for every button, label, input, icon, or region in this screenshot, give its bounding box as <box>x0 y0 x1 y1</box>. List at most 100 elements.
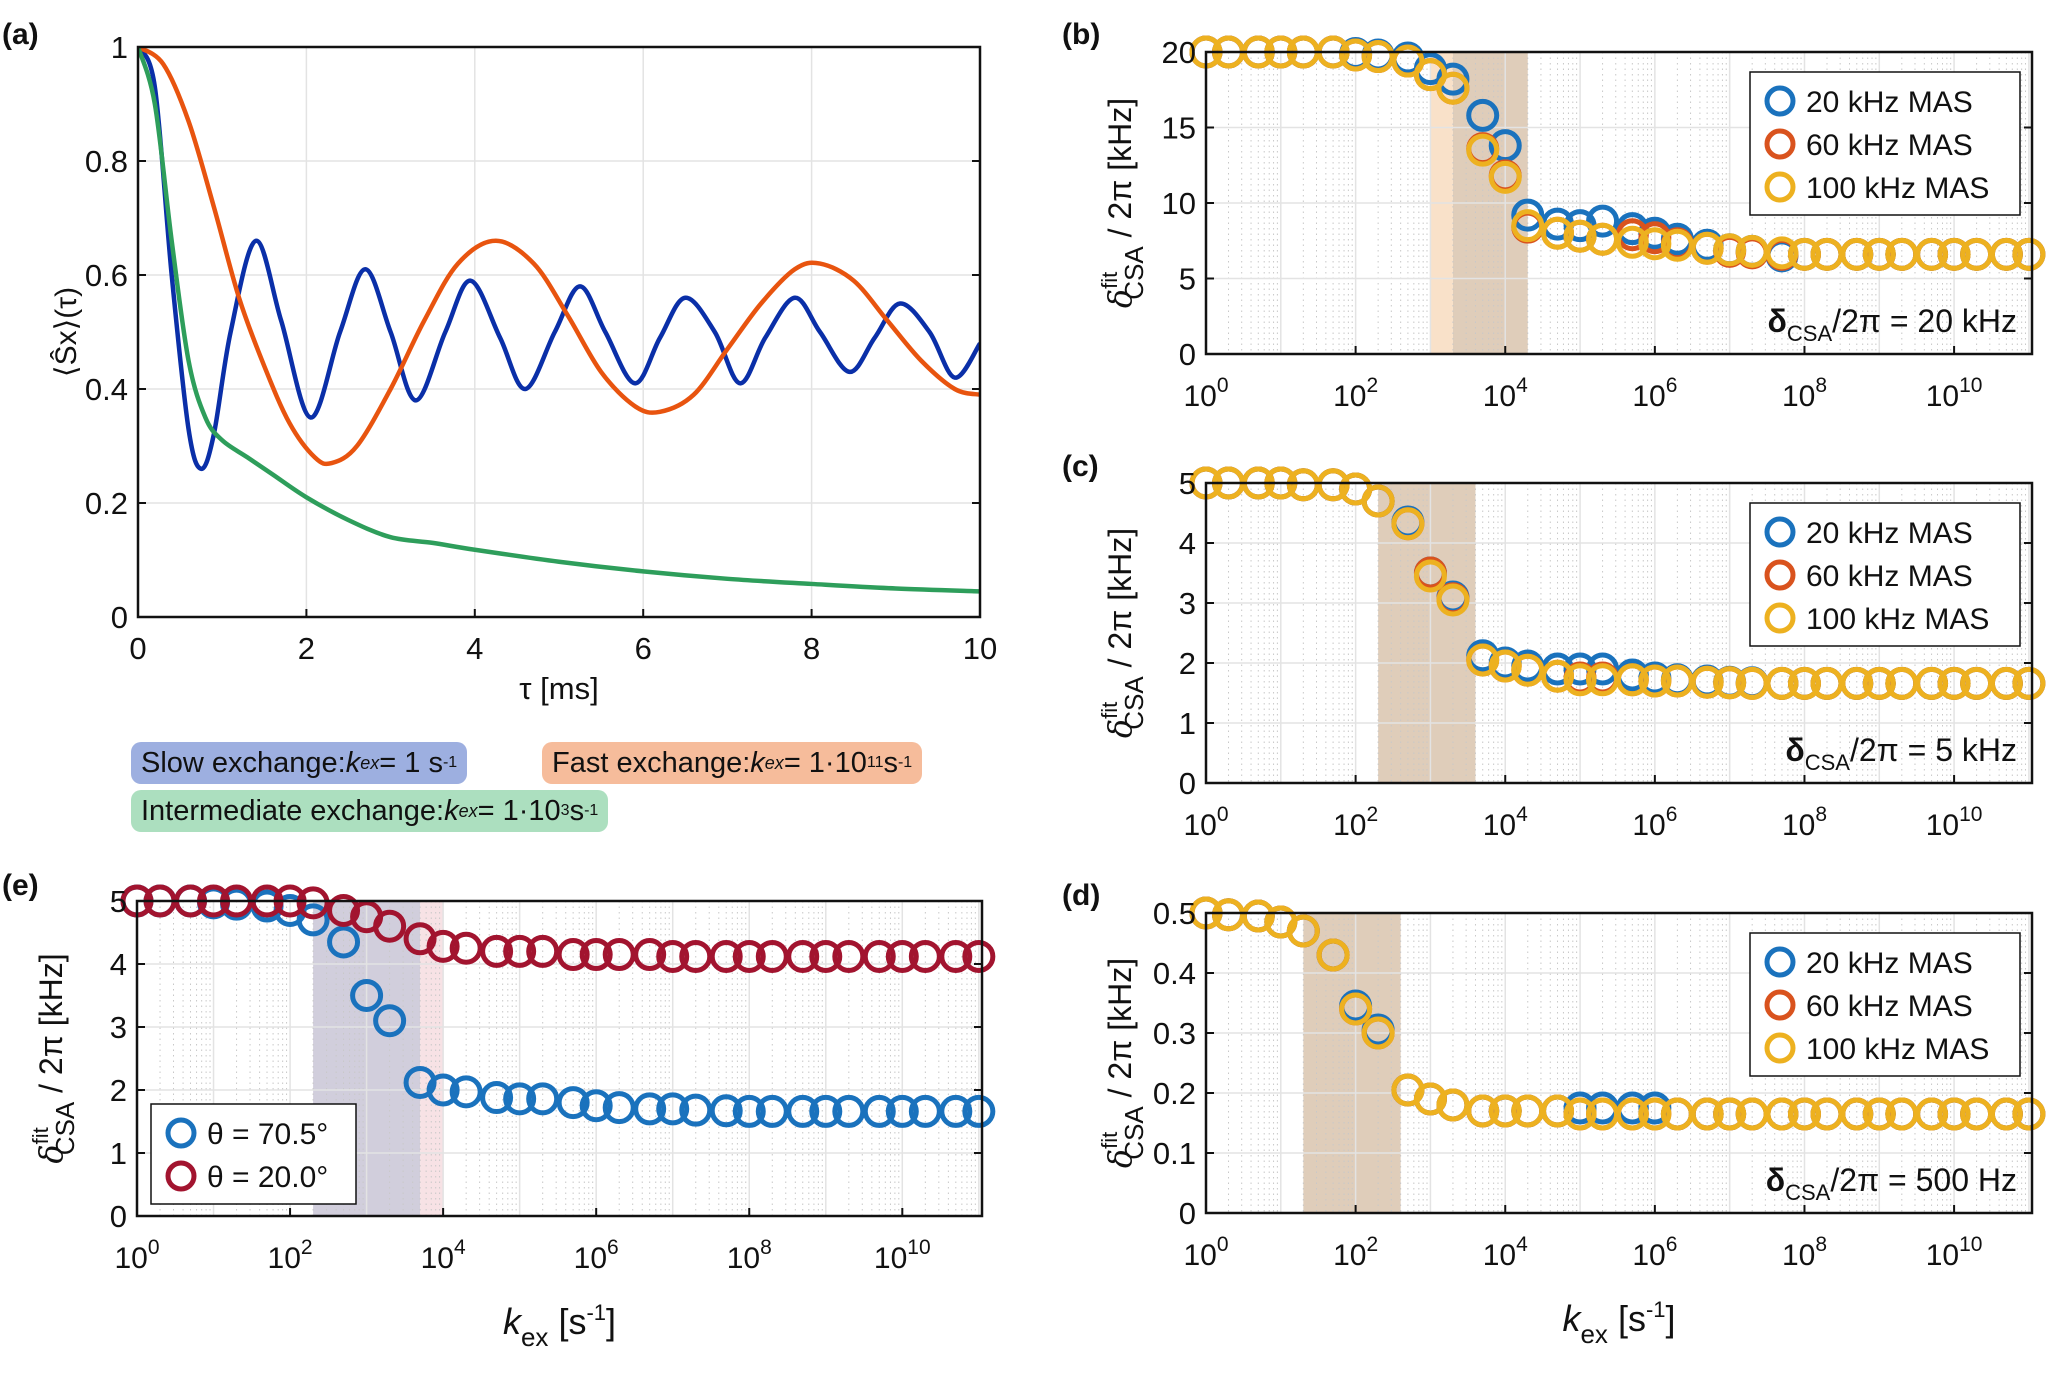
plot-area <box>138 47 980 617</box>
data-point <box>1690 231 1724 265</box>
legend-marker <box>1764 128 1796 160</box>
panel-label-d: (d) <box>1062 879 1100 912</box>
data-point <box>526 1082 560 1116</box>
data-point <box>1466 98 1500 132</box>
data-point <box>786 939 820 973</box>
data-point <box>939 939 973 973</box>
data-point <box>1541 216 1575 250</box>
data-point <box>962 939 996 973</box>
series-line-fast-exchange <box>138 47 980 467</box>
y-tick-label: 0 <box>1179 1196 1196 1231</box>
axes-frame <box>136 45 982 619</box>
data-point <box>1615 1097 1649 1131</box>
x-tick-label: 108 <box>1782 1233 1827 1272</box>
data-point <box>1937 666 1971 700</box>
data-point <box>786 1094 820 1128</box>
legend-entry: θ = 70.5° <box>207 1118 328 1151</box>
data-point <box>579 1089 613 1123</box>
legend-intermediate-k: k <box>444 794 459 827</box>
data-point <box>709 939 743 973</box>
legend-marker <box>1764 516 1796 548</box>
legend-marker <box>1764 1032 1796 1064</box>
data-point <box>1989 1097 2023 1131</box>
x-tick-label: 108 <box>1782 803 1827 842</box>
legend-entry: θ = 20.0° <box>207 1161 328 1194</box>
legend-marker <box>1764 602 1796 634</box>
x-tick-label: 102 <box>1333 803 1378 842</box>
chart-panel-c: 100 102 104 106 108 1010 0 1 2 3 4 5 δfitCSA / 2π [k… <box>1097 466 2046 842</box>
annotation-delta-csa: δCSA/2π = 5 kHz <box>1785 732 2017 775</box>
x-tick-label: 0 <box>129 631 146 666</box>
data-point <box>1541 659 1575 693</box>
x-axis-label: kex [s-1] <box>1562 1297 1675 1349</box>
x-tick-label: 1010 <box>874 1236 931 1275</box>
y-axis-label: δfitCSA / 2π [kHz] <box>28 953 80 1163</box>
panel-label-b: (b) <box>1062 18 1100 51</box>
x-tick-label: 106 <box>1632 1233 1677 1272</box>
legend-intermediate-ksub: ex <box>458 800 478 821</box>
y-tick-label: 0.4 <box>1153 956 1196 991</box>
legend-marker <box>1764 85 1796 117</box>
legend-entry: 20 kHz MAS <box>1806 947 1973 980</box>
data-point <box>1541 1094 1575 1128</box>
y-tick-label: 0 <box>1179 337 1196 372</box>
data-point <box>556 1086 590 1120</box>
legend-slow-unit-exp: -1 <box>442 754 458 771</box>
data-point <box>1436 71 1470 105</box>
data-point <box>862 939 896 973</box>
data-point <box>1511 198 1545 232</box>
x-tick-label: 8 <box>803 631 820 666</box>
legend-entry: 20 kHz MAS <box>1806 86 1973 119</box>
data-point <box>526 934 560 968</box>
x-tick-label: 102 <box>268 1236 313 1275</box>
y-tick-label: 0.2 <box>85 486 128 521</box>
data-point <box>1989 237 2023 271</box>
y-tick-label: 2 <box>1179 646 1196 681</box>
x-tick-label: 102 <box>1333 1233 1378 1272</box>
data-point <box>939 1094 973 1128</box>
data-point <box>962 1094 996 1128</box>
y-tick-label: 2 <box>110 1073 127 1108</box>
legend-intermediate-exchange: Intermediate exchange: k ex = 1·10 3 s -1 <box>131 790 609 832</box>
y-tick-label: 15 <box>1162 111 1196 146</box>
data-point <box>1241 899 1275 933</box>
legend-marker <box>165 1117 197 1149</box>
y-tick-label: 20 <box>1162 35 1196 70</box>
data-point <box>885 939 919 973</box>
legend-entry: 60 kHz MAS <box>1806 990 1973 1023</box>
legend-intermediate-prefix: Intermediate exchange: <box>141 794 445 827</box>
data-point <box>2012 1097 2046 1131</box>
y-tick-label: 1 <box>1179 706 1196 741</box>
data-point <box>1915 1097 1949 1131</box>
y-tick-label: 0.2 <box>1153 1076 1196 1111</box>
y-tick-label: 0.6 <box>85 258 128 293</box>
data-point <box>885 1094 919 1128</box>
data-point <box>656 939 690 973</box>
data-point <box>1937 237 1971 271</box>
y-tick-label: 5 <box>1179 262 1196 297</box>
data-point <box>2012 237 2046 271</box>
x-tick-label: 106 <box>1632 374 1677 413</box>
data-point <box>1488 1094 1522 1128</box>
data-point <box>350 979 384 1012</box>
axes-frame <box>1204 481 2034 785</box>
axes-frame <box>1204 911 2034 1215</box>
legend-fast-exp: 11 <box>866 754 884 771</box>
data-point <box>1615 225 1649 259</box>
y-tick-label: 3 <box>110 1010 127 1045</box>
data-point <box>556 938 590 972</box>
chart-panel-b: 100 102 104 106 108 1010 0 5 10 15 20 δfitCSA / 2π … <box>1097 35 2046 413</box>
legend: 20 kHz MAS 60 kHz MAS 100 kHz MAS <box>1749 932 2021 1077</box>
y-tick-label: 1 <box>110 1136 127 1171</box>
data-point <box>1361 1016 1395 1050</box>
legend-marker <box>1764 559 1796 591</box>
data-point <box>1713 233 1747 267</box>
x-tick-label: 1010 <box>1926 374 1983 413</box>
legend-slow-k: k <box>345 746 361 779</box>
x-tick-label: 2 <box>298 631 315 666</box>
legend-fast-exchange: Fast exchange: k ex = 1·10 11 s -1 <box>542 742 923 784</box>
x-tick-label: 104 <box>1483 803 1528 842</box>
data-point <box>1466 133 1500 167</box>
data-point <box>1339 992 1373 1026</box>
data-point <box>1937 1097 1971 1131</box>
